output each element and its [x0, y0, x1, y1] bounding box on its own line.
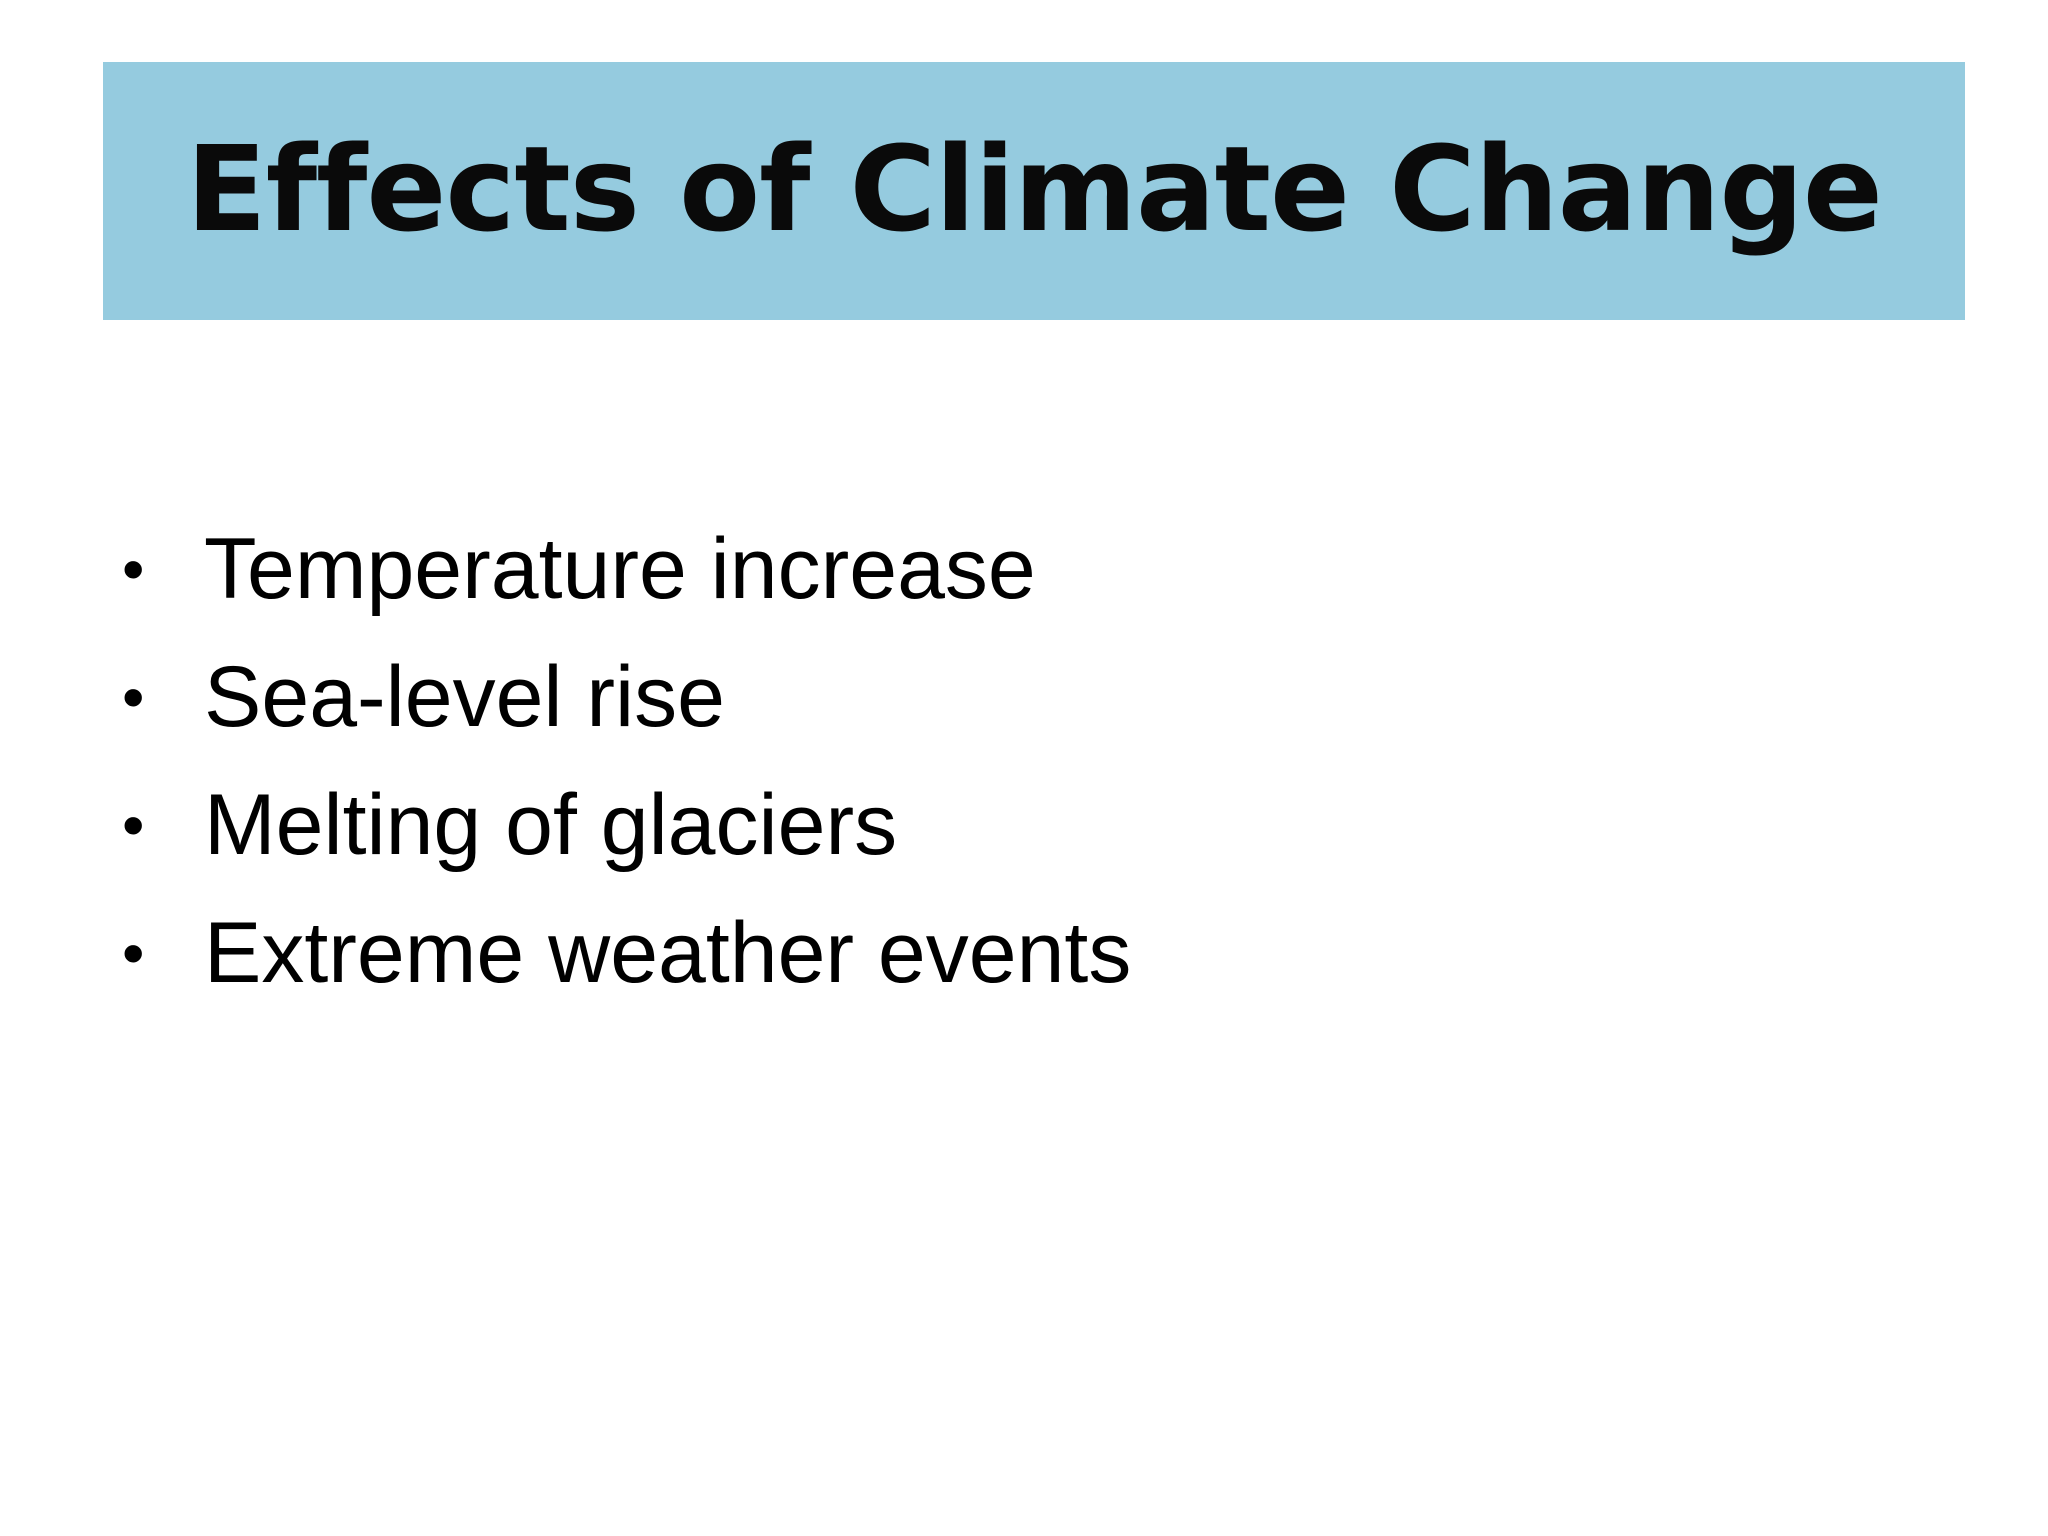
bullet-icon: • [122, 533, 145, 605]
bullet-icon: • [122, 917, 145, 989]
bullet-text: Extreme weather events [204, 905, 1132, 1001]
bullet-icon: • [122, 789, 145, 861]
bullet-item: • Sea-level rise [122, 633, 1131, 761]
bullet-text: Melting of glaciers [204, 777, 898, 873]
bullet-icon: • [122, 661, 145, 733]
bullet-item: • Extreme weather events [122, 889, 1131, 1017]
bullet-item: • Temperature increase [122, 505, 1131, 633]
bullet-text: Sea-level rise [204, 649, 725, 745]
slide-title: Effects of Climate Change [186, 120, 1883, 258]
title-banner: Effects of Climate Change [103, 62, 1965, 320]
bullet-item: • Melting of glaciers [122, 761, 1131, 889]
bullet-text: Temperature increase [204, 521, 1036, 617]
bullet-list: • Temperature increase • Sea-level rise … [122, 505, 1131, 1017]
